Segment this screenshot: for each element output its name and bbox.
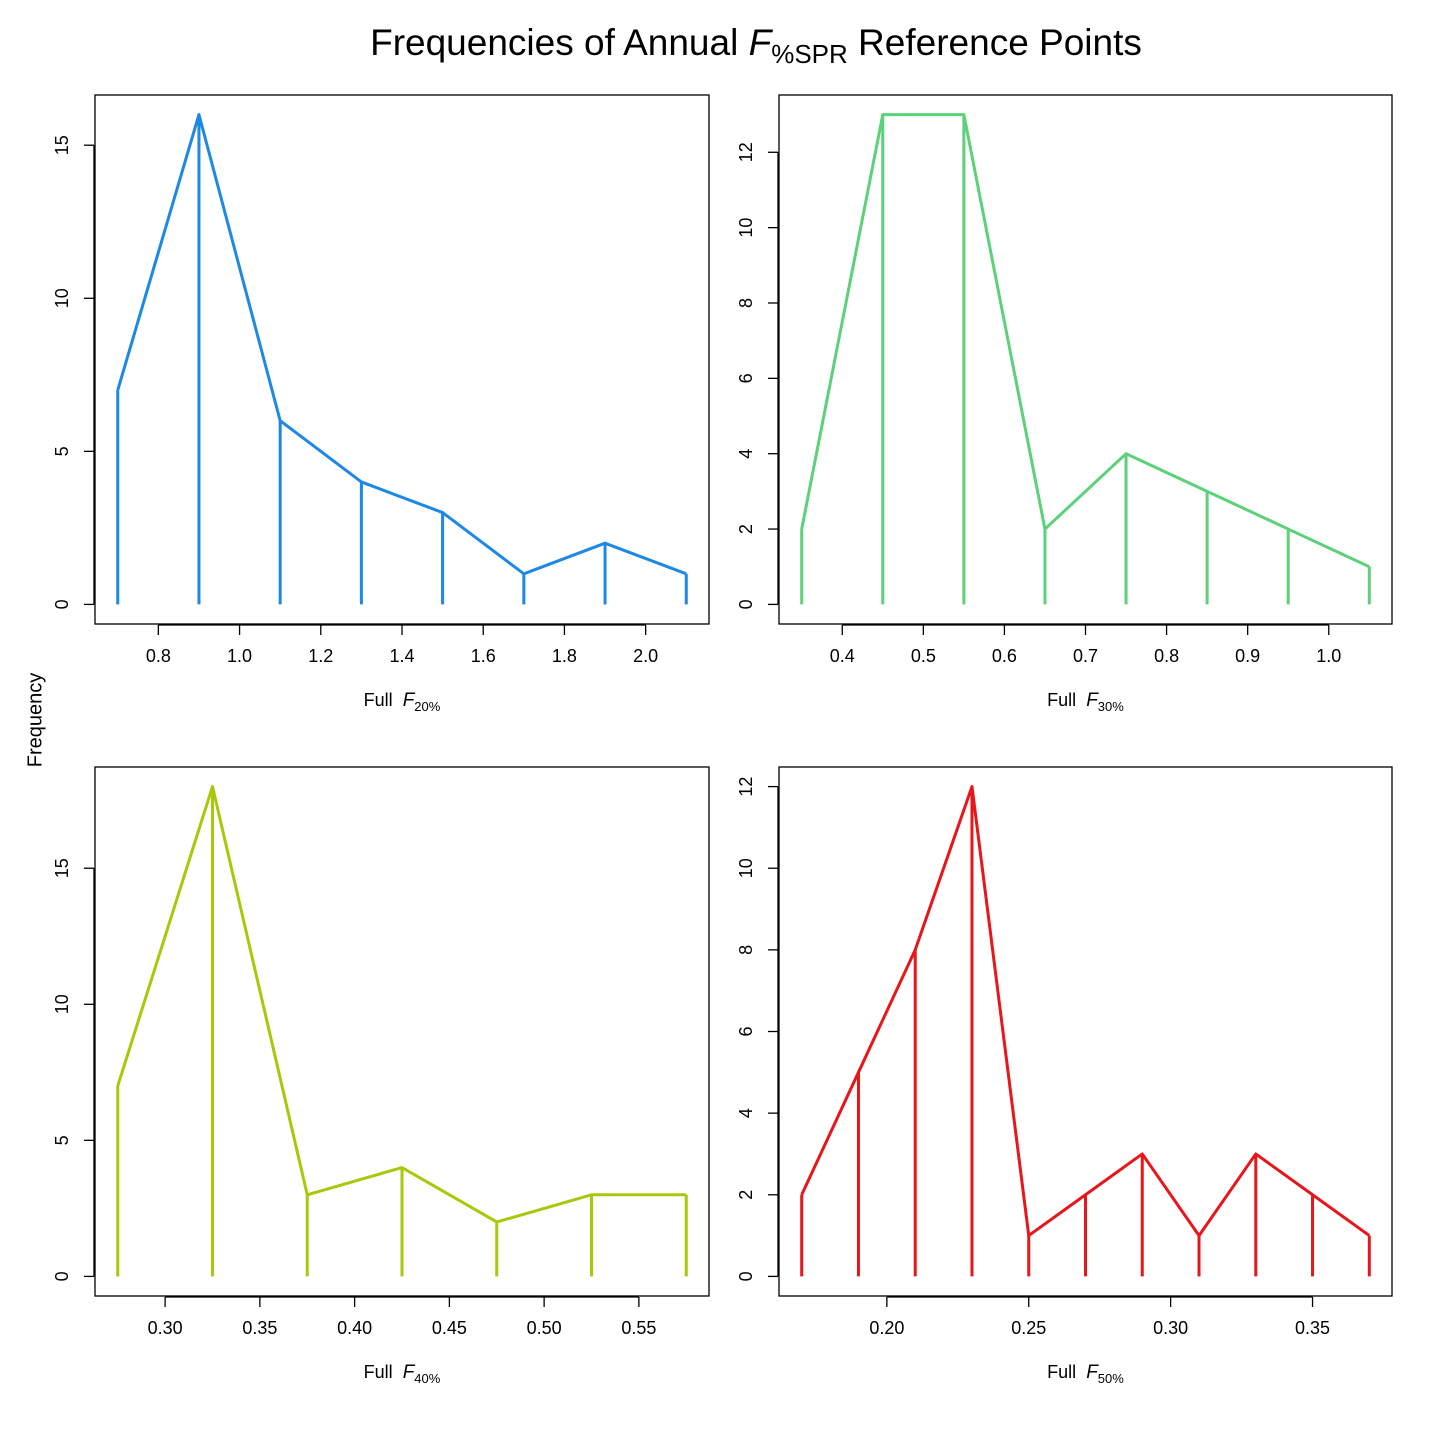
- y-tick-label: 15: [52, 135, 72, 155]
- x-axis-label-italic: F: [1086, 690, 1098, 711]
- x-tick-label: 1.0: [227, 646, 252, 666]
- x-axis-label-pre: Full: [363, 690, 403, 710]
- y-tick-label: 0: [736, 599, 756, 609]
- x-axis-label-pre: Full: [363, 1362, 403, 1382]
- y-tick-label: 2: [736, 524, 756, 534]
- x-tick-label: 0.35: [242, 1318, 277, 1338]
- frequency-line: [116, 785, 687, 1224]
- y-tick-label: 8: [736, 298, 756, 308]
- x-axis-label-sub: 40%: [414, 1371, 441, 1386]
- x-tick-label: 0.45: [432, 1318, 467, 1338]
- x-tick-label: 0.50: [527, 1318, 562, 1338]
- chart-title: Frequencies of Annual F%SPR Reference Po…: [0, 22, 1440, 70]
- x-tick-label: 1.6: [471, 646, 496, 666]
- chart-title-post: Reference Points: [847, 22, 1142, 63]
- x-tick-label: 1.4: [389, 646, 414, 666]
- y-tick-label: 10: [736, 858, 756, 878]
- x-axis-label-italic: F: [402, 690, 415, 711]
- y-tick-label: 15: [52, 858, 72, 878]
- x-tick-label: 0.5: [911, 646, 936, 666]
- panel-top-right: 0.4 0.5 0.6 0.7 0.8 0.9 1.0 0 2 4 6 8 10 12: [736, 94, 1393, 666]
- y-tick-label: 4: [736, 1108, 756, 1118]
- x-tick-label: 0.40: [337, 1318, 372, 1338]
- x-axis-label: Full F40%: [364, 1362, 441, 1386]
- y-tick-label: 12: [736, 142, 756, 162]
- x-tick-label: 0.7: [1073, 646, 1098, 666]
- y-tick-label: 5: [52, 446, 72, 456]
- y-tick-label: 0: [736, 1271, 756, 1281]
- x-axis-label-italic: F: [1086, 1362, 1098, 1383]
- y-tick-label: 10: [52, 288, 72, 308]
- y-tick-label: 0: [52, 1271, 72, 1281]
- y-tick-label: 8: [736, 945, 756, 955]
- x-axis-label-sub: 30%: [1097, 699, 1124, 714]
- x-tick-label: 0.55: [621, 1318, 656, 1338]
- x-tick-label: 1.0: [1316, 646, 1341, 666]
- x-tick-label: 0.9: [1235, 646, 1260, 666]
- plot-frame: [94, 766, 710, 1297]
- panel-top-left: 0.8 1.0 1.2 1.4 1.6 1.8 2.0 0 5 10 15: [52, 94, 710, 666]
- y-tick-label: 4: [736, 449, 756, 459]
- x-axis-label-sub: 50%: [1097, 1371, 1124, 1386]
- y-tick-label: 5: [52, 1135, 72, 1145]
- plot-frame: [778, 766, 1393, 1297]
- frequency-line: [800, 113, 1370, 569]
- plot-frame: [778, 94, 1393, 625]
- chart-title-sub: %SPR: [771, 39, 848, 69]
- x-tick-label: 0.20: [869, 1318, 904, 1338]
- x-tick-label: 0.30: [1153, 1318, 1188, 1338]
- y-tick-label: 6: [736, 1026, 756, 1036]
- x-tick-label: 1.8: [552, 646, 577, 666]
- frequency-line: [800, 785, 1371, 1238]
- frequency-line: [116, 113, 687, 576]
- x-axis-label-italic: F: [402, 1362, 415, 1383]
- y-tick-label: 6: [736, 373, 756, 383]
- x-tick-label: 0.35: [1295, 1318, 1330, 1338]
- x-tick-label: 0.8: [146, 646, 171, 666]
- chart-title-pre: Frequencies of Annual: [370, 22, 749, 63]
- x-tick-label: 0.4: [830, 646, 855, 666]
- x-tick-label: 2.0: [633, 646, 658, 666]
- x-axis-label: Full F30%: [1047, 690, 1124, 714]
- x-tick-label: 0.30: [148, 1318, 183, 1338]
- x-axis-label-pre: Full: [1047, 1362, 1087, 1382]
- x-axis-label-pre: Full: [1047, 690, 1087, 710]
- x-tick-label: 1.2: [308, 646, 333, 666]
- x-axis-label: Full F50%: [1047, 1362, 1124, 1386]
- y-tick-label: 10: [736, 218, 756, 238]
- panel-bottom-left: 0.30 0.35 0.40 0.45 0.50 0.55 0 5 10 15: [52, 766, 710, 1338]
- x-tick-label: 0.8: [1154, 646, 1179, 666]
- y-tick-label: 12: [736, 777, 756, 797]
- x-tick-label: 0.6: [992, 646, 1017, 666]
- y-tick-label: 10: [52, 994, 72, 1014]
- y-tick-label: 0: [52, 599, 72, 609]
- x-axis-label-sub: 20%: [414, 699, 441, 714]
- chart-title-italic: F: [748, 22, 772, 63]
- y-tick-label: 2: [736, 1190, 756, 1200]
- x-tick-label: 0.25: [1011, 1318, 1046, 1338]
- x-axis-label: Full F20%: [364, 690, 441, 714]
- panel-bottom-right: 0.20 0.25 0.30 0.35 0 2 4 6 8 10 12: [736, 766, 1393, 1338]
- plot-frame: [94, 94, 710, 625]
